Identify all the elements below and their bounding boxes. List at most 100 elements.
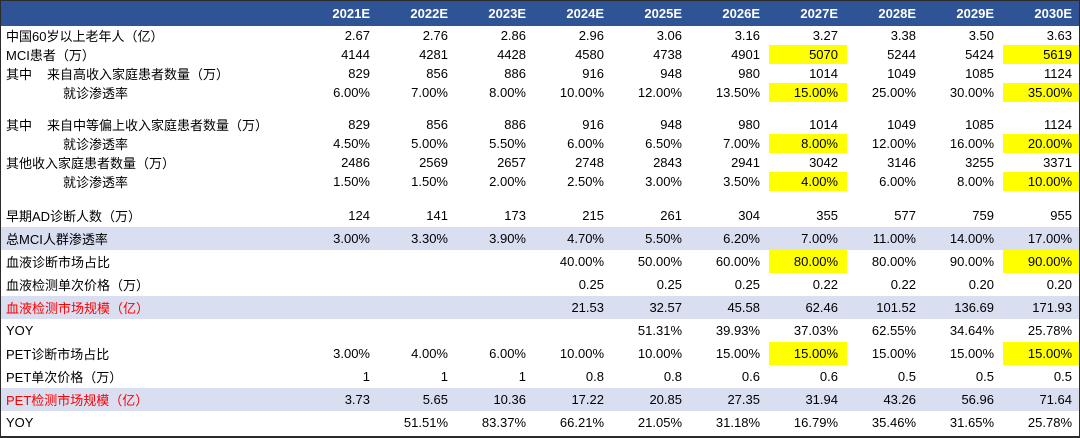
data-cell: 15.00% — [871, 346, 916, 361]
data-cell: 6.00% — [567, 136, 604, 151]
data-cell: 2748 — [575, 155, 604, 170]
data-cell: 5244 — [887, 47, 916, 62]
data-cell: 25.78% — [1027, 415, 1072, 430]
row-label: 总MCI人群渗透率 — [1, 227, 301, 250]
row-label: 就诊渗透率 — [63, 137, 129, 152]
data-cell: 886 — [504, 66, 526, 81]
data-cell: 5070 — [769, 45, 847, 64]
data-cell: 3042 — [809, 155, 838, 170]
table-row: YOY 51.51% 83.37% 66.21% 21.05% 31.18% 16.79% 3… — [1, 411, 1079, 434]
data-cell — [535, 319, 613, 342]
data-cell — [457, 319, 535, 342]
row-label: YOY — [6, 415, 34, 430]
data-cell: 886 — [504, 117, 526, 132]
data-cell: 3371 — [1043, 155, 1072, 170]
data-cell: 7.00% — [411, 85, 448, 100]
data-cell: 62.46 — [769, 296, 847, 319]
data-cell: 43.26 — [847, 388, 925, 411]
data-cell: 7.00% — [723, 136, 760, 151]
data-cell: 90.00% — [1003, 250, 1079, 273]
data-cell: 577 — [894, 208, 916, 223]
data-cell: 27.35 — [691, 388, 769, 411]
column-header-2023e: 2023E — [457, 1, 535, 26]
column-header-2030e: 2030E — [1003, 1, 1079, 26]
data-cell: 15.00% — [1003, 342, 1079, 365]
data-cell: 0.20 — [968, 277, 994, 292]
data-cell: 15.00% — [949, 346, 994, 361]
data-cell — [301, 273, 379, 296]
data-cell: 2.86 — [500, 28, 526, 43]
data-cell: 13.50% — [715, 85, 760, 100]
column-header-2027e: 2027E — [769, 1, 847, 26]
data-cell — [457, 296, 535, 319]
row-label-prefix: 其中 — [6, 67, 33, 82]
table-row: 就诊渗透率 6.00% 7.00% 8.00% 10.00% 12.00% 13.50% 15… — [1, 83, 1079, 102]
data-cell: 6.50% — [645, 136, 682, 151]
row-label: YOY — [6, 323, 34, 338]
spacer-row — [1, 102, 1079, 115]
data-cell: 4.70% — [535, 227, 613, 250]
data-cell: 4428 — [497, 47, 526, 62]
data-cell: 3.63 — [1046, 28, 1072, 43]
table-row: 血液检测单次价格（万） 0.25 0.25 0.25 0.22 0.22 0.20 0.20 — [1, 273, 1079, 296]
data-cell: 3.00% — [301, 227, 379, 250]
data-cell: 2941 — [731, 155, 760, 170]
data-cell: 71.64 — [1003, 388, 1079, 411]
column-header-2026e: 2026E — [691, 1, 769, 26]
data-cell: 31.18% — [715, 415, 760, 430]
row-label: 其中 来自高收入家庭患者数量（万） — [1, 64, 301, 83]
data-cell: 948 — [660, 117, 682, 132]
data-cell: 3255 — [965, 155, 994, 170]
data-cell: 0.25 — [656, 277, 682, 292]
data-cell: 101.52 — [847, 296, 925, 319]
data-cell: 3.00% — [645, 174, 682, 189]
data-cell: 1085 — [965, 117, 994, 132]
data-cell: 1014 — [809, 117, 838, 132]
data-cell: 40.00% — [559, 254, 604, 269]
row-label: PET单次价格（万） — [6, 370, 123, 385]
data-cell: 25.78% — [1027, 323, 1072, 338]
data-cell: 916 — [582, 117, 604, 132]
data-cell: 32.57 — [613, 296, 691, 319]
data-cell: 31.94 — [769, 388, 847, 411]
data-cell: 35.00% — [1003, 83, 1079, 102]
row-label: 其中 来自中等偏上收入家庭患者数量（万） — [1, 115, 301, 134]
data-cell: 0.25 — [578, 277, 604, 292]
column-header-2025e: 2025E — [613, 1, 691, 26]
data-cell: 4.00% — [411, 346, 448, 361]
data-cell: 83.37% — [481, 415, 526, 430]
data-cell: 2569 — [419, 155, 448, 170]
data-cell: 15.00% — [715, 346, 760, 361]
data-cell: 56.96 — [925, 388, 1003, 411]
spacer-cell — [1, 191, 1079, 204]
data-cell: 4580 — [575, 47, 604, 62]
data-cell: 1.50% — [333, 174, 370, 189]
data-cell: 5.50% — [489, 136, 526, 151]
column-header-2029e: 2029E — [925, 1, 1003, 26]
data-cell: 6.00% — [489, 346, 526, 361]
data-cell: 173 — [504, 208, 526, 223]
data-cell: 856 — [426, 117, 448, 132]
data-cell: 948 — [660, 66, 682, 81]
spacer-row — [1, 191, 1079, 204]
row-label: 血液检测单次价格（万） — [6, 278, 150, 293]
data-cell: 16.79% — [793, 415, 838, 430]
data-cell: 80.00% — [769, 250, 847, 273]
data-cell: 0.25 — [734, 277, 760, 292]
column-header-2022e: 2022E — [379, 1, 457, 26]
data-cell: 15.00% — [769, 83, 847, 102]
data-cell: 25.00% — [871, 85, 916, 100]
data-cell: 4.50% — [333, 136, 370, 151]
data-cell — [301, 250, 379, 273]
data-cell: 2486 — [341, 155, 370, 170]
table-row: MCI患者（万） 4144 4281 4428 4580 4738 4901 5070 5244… — [1, 45, 1079, 64]
data-cell: 759 — [972, 208, 994, 223]
data-cell: 10.36 — [457, 388, 535, 411]
data-cell: 124 — [348, 208, 370, 223]
data-cell: 1 — [362, 369, 370, 384]
table-row: 早期AD诊断人数（万） 124 141 173 215 261 304 355 577 759 95… — [1, 204, 1079, 227]
data-cell: 50.00% — [637, 254, 682, 269]
row-label: 血液检测市场规模（亿） — [1, 296, 301, 319]
data-cell: 35.46% — [871, 415, 916, 430]
